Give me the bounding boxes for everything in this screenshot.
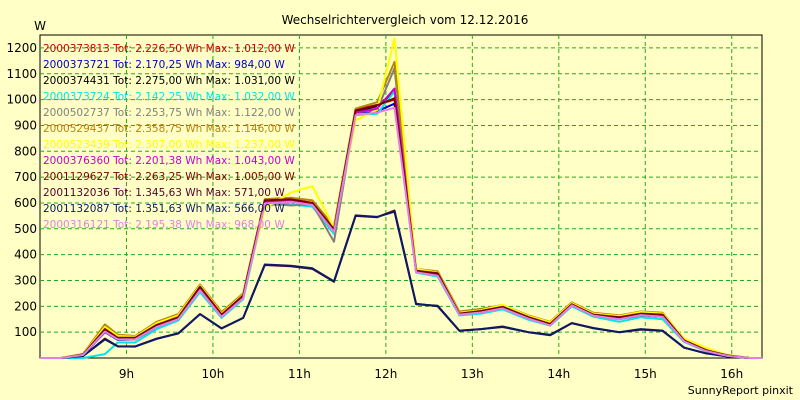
y-tick-label: 200 [14, 299, 37, 313]
series-line [40, 106, 762, 359]
legend-entry: 2000373721 Tot: 2.170,25 Wh Max: 984,00 … [43, 59, 285, 71]
legend-entry: 2000316121 Tot: 2.195,38 Wh Max: 968,00 … [43, 219, 285, 231]
x-tick-label: 11h [288, 367, 311, 381]
legend-entry: 2000523439 Tot: 2.307,00 Wh Max: 1.237,0… [43, 139, 295, 151]
y-axis-label: W [34, 19, 46, 33]
series-line [40, 210, 762, 359]
legend-entry: 2001132087 Tot: 1.351,63 Wh Max: 566,00 … [43, 203, 285, 215]
y-tick-label: 100 [14, 325, 37, 339]
x-tick-label: 15h [634, 367, 657, 381]
legend-entry: 2000373813 Tot: 2.226,50 Wh Max: 1.012,0… [43, 43, 295, 55]
y-tick-label: 800 [14, 144, 37, 158]
series-line [40, 37, 762, 359]
plot-area: 100 200 300 400 500 600 700 800 900 1000 1100 1200 9… [6, 34, 763, 381]
legend-entry: 2000376360 Tot: 2.201,38 Wh Max: 1.043,0… [43, 155, 295, 167]
series-line [40, 209, 762, 359]
chart-title: Wechselrichtervergleich vom 12.12.2016 [282, 13, 529, 27]
legend-entry: 2000374431 Tot: 2.275,00 Wh Max: 1.031,0… [43, 75, 295, 87]
legend-entry: 2000502737 Tot: 2.253,75 Wh Max: 1.122,0… [43, 107, 295, 119]
y-tick-label: 900 [14, 118, 37, 132]
x-tick-label: 10h [201, 367, 224, 381]
legend-entry: 2001132036 Tot: 1.345,63 Wh Max: 571,00 … [43, 187, 285, 199]
x-tick-label: 14h [547, 367, 570, 381]
legend-entry: 2000373724 Tot: 2.142,25 Wh Max: 1.032,0… [43, 91, 295, 103]
y-tick-label: 1000 [6, 93, 37, 107]
plot-frame [39, 34, 763, 359]
y-tick-label: 600 [14, 196, 37, 210]
y-tick-label: 700 [14, 170, 37, 184]
legend-entry: 2001129627 Tot: 2.263,25 Wh Max: 1.005,0… [43, 171, 295, 183]
footer-credit: SunnyReport pinxit [688, 384, 794, 397]
y-tick-label: 1100 [6, 67, 37, 81]
y-tick-label: 500 [14, 222, 37, 236]
y-tick-label: 1200 [6, 41, 37, 55]
x-tick-label: 9h [119, 367, 134, 381]
x-tick-label: 12h [374, 367, 397, 381]
series-line [40, 97, 762, 359]
x-tick-label: 16h [720, 367, 743, 381]
y-tick-label: 300 [14, 273, 37, 287]
y-tick-label: 400 [14, 248, 37, 262]
legend-entry: 2000529437 Tot: 2.358,75 Wh Max: 1.146,0… [43, 123, 295, 135]
x-tick-label: 13h [461, 367, 484, 381]
